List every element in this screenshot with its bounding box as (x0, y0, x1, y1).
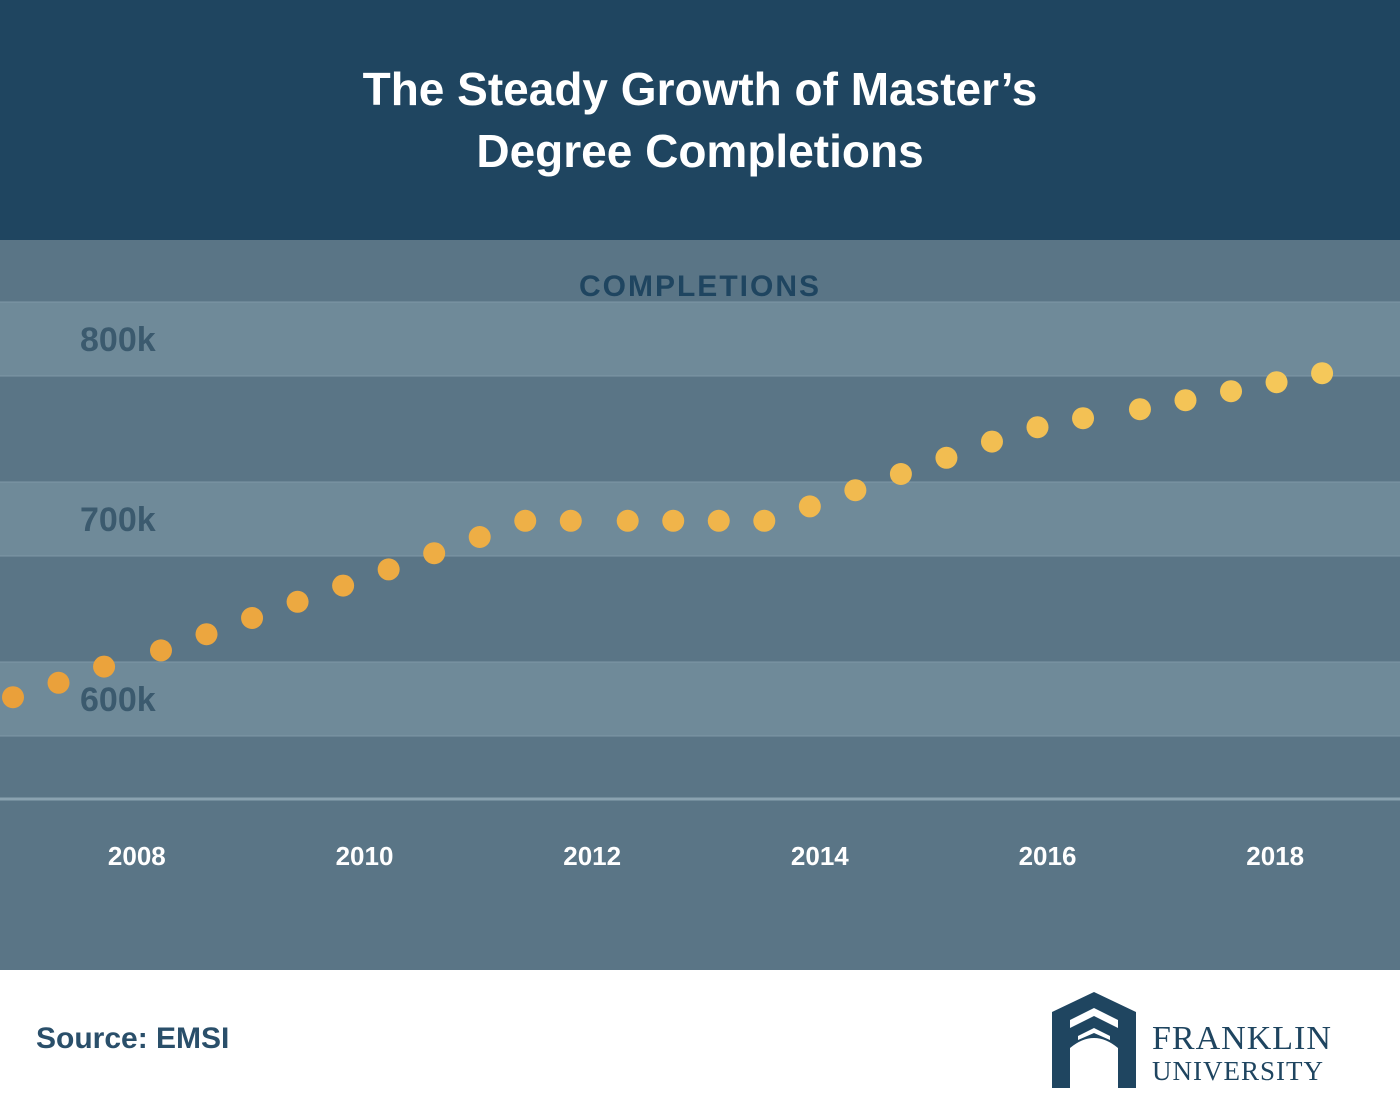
data-point (241, 607, 264, 629)
gridline-band (0, 302, 1400, 376)
data-point (707, 509, 730, 532)
data-point (753, 509, 776, 532)
x-tick-label: 2016 (1019, 841, 1077, 871)
data-point (844, 479, 867, 502)
franklin-logo: FRANKLIN UNIVERSITY (1048, 990, 1368, 1090)
x-tick-label: 2010 (336, 841, 394, 871)
data-point (93, 655, 116, 678)
data-point (423, 542, 446, 565)
chart-subtitle: COMPLETIONS (579, 270, 821, 303)
data-point (1220, 380, 1243, 403)
source-label: Source: EMSI (36, 1022, 230, 1055)
data-point (935, 446, 958, 469)
data-point (662, 509, 685, 532)
x-tick-label: 2012 (563, 841, 621, 871)
logo-text-university: UNIVERSITY (1152, 1056, 1324, 1086)
data-point (195, 623, 218, 646)
data-point (2, 686, 24, 709)
chart-title: The Steady Growth of Master’s Degree Com… (362, 63, 1038, 177)
chart-svg: COMPLETIONS 600k 700k 800k 2008 2010 2012 2014 2… (0, 270, 1400, 871)
x-tick-label: 2014 (791, 841, 849, 871)
data-point (468, 526, 491, 548)
data-point (1128, 398, 1151, 421)
data-point (1174, 389, 1197, 412)
y-tick-label: 800k (80, 321, 156, 359)
data-point (616, 509, 639, 532)
chart-area: COMPLETIONS 600k 700k 800k 2008 2010 2012 2014 2… (0, 240, 1400, 970)
x-tick-label: 2008 (108, 841, 166, 871)
header: The Steady Growth of Master’s Degree Com… (0, 0, 1400, 240)
data-point (286, 590, 309, 613)
data-point (47, 671, 70, 694)
data-point (1026, 416, 1049, 439)
data-point (149, 639, 172, 662)
footer (0, 970, 1400, 1110)
data-point (798, 495, 821, 518)
data-point (377, 558, 400, 581)
data-point (559, 509, 582, 532)
logo-text-franklin: FRANKLIN (1152, 1020, 1332, 1057)
data-point (514, 509, 537, 532)
data-point (1311, 362, 1334, 385)
y-tick-label: 700k (80, 501, 156, 539)
arch-icon (1052, 992, 1136, 1088)
data-point (980, 430, 1003, 453)
gridline-band (0, 482, 1400, 556)
y-tick-label: 600k (80, 681, 156, 719)
data-point (889, 463, 912, 485)
data-point (1265, 371, 1288, 394)
data-point (1072, 407, 1095, 430)
gridline-band (0, 662, 1400, 736)
data-point (332, 574, 355, 597)
x-tick-label: 2018 (1246, 841, 1304, 871)
